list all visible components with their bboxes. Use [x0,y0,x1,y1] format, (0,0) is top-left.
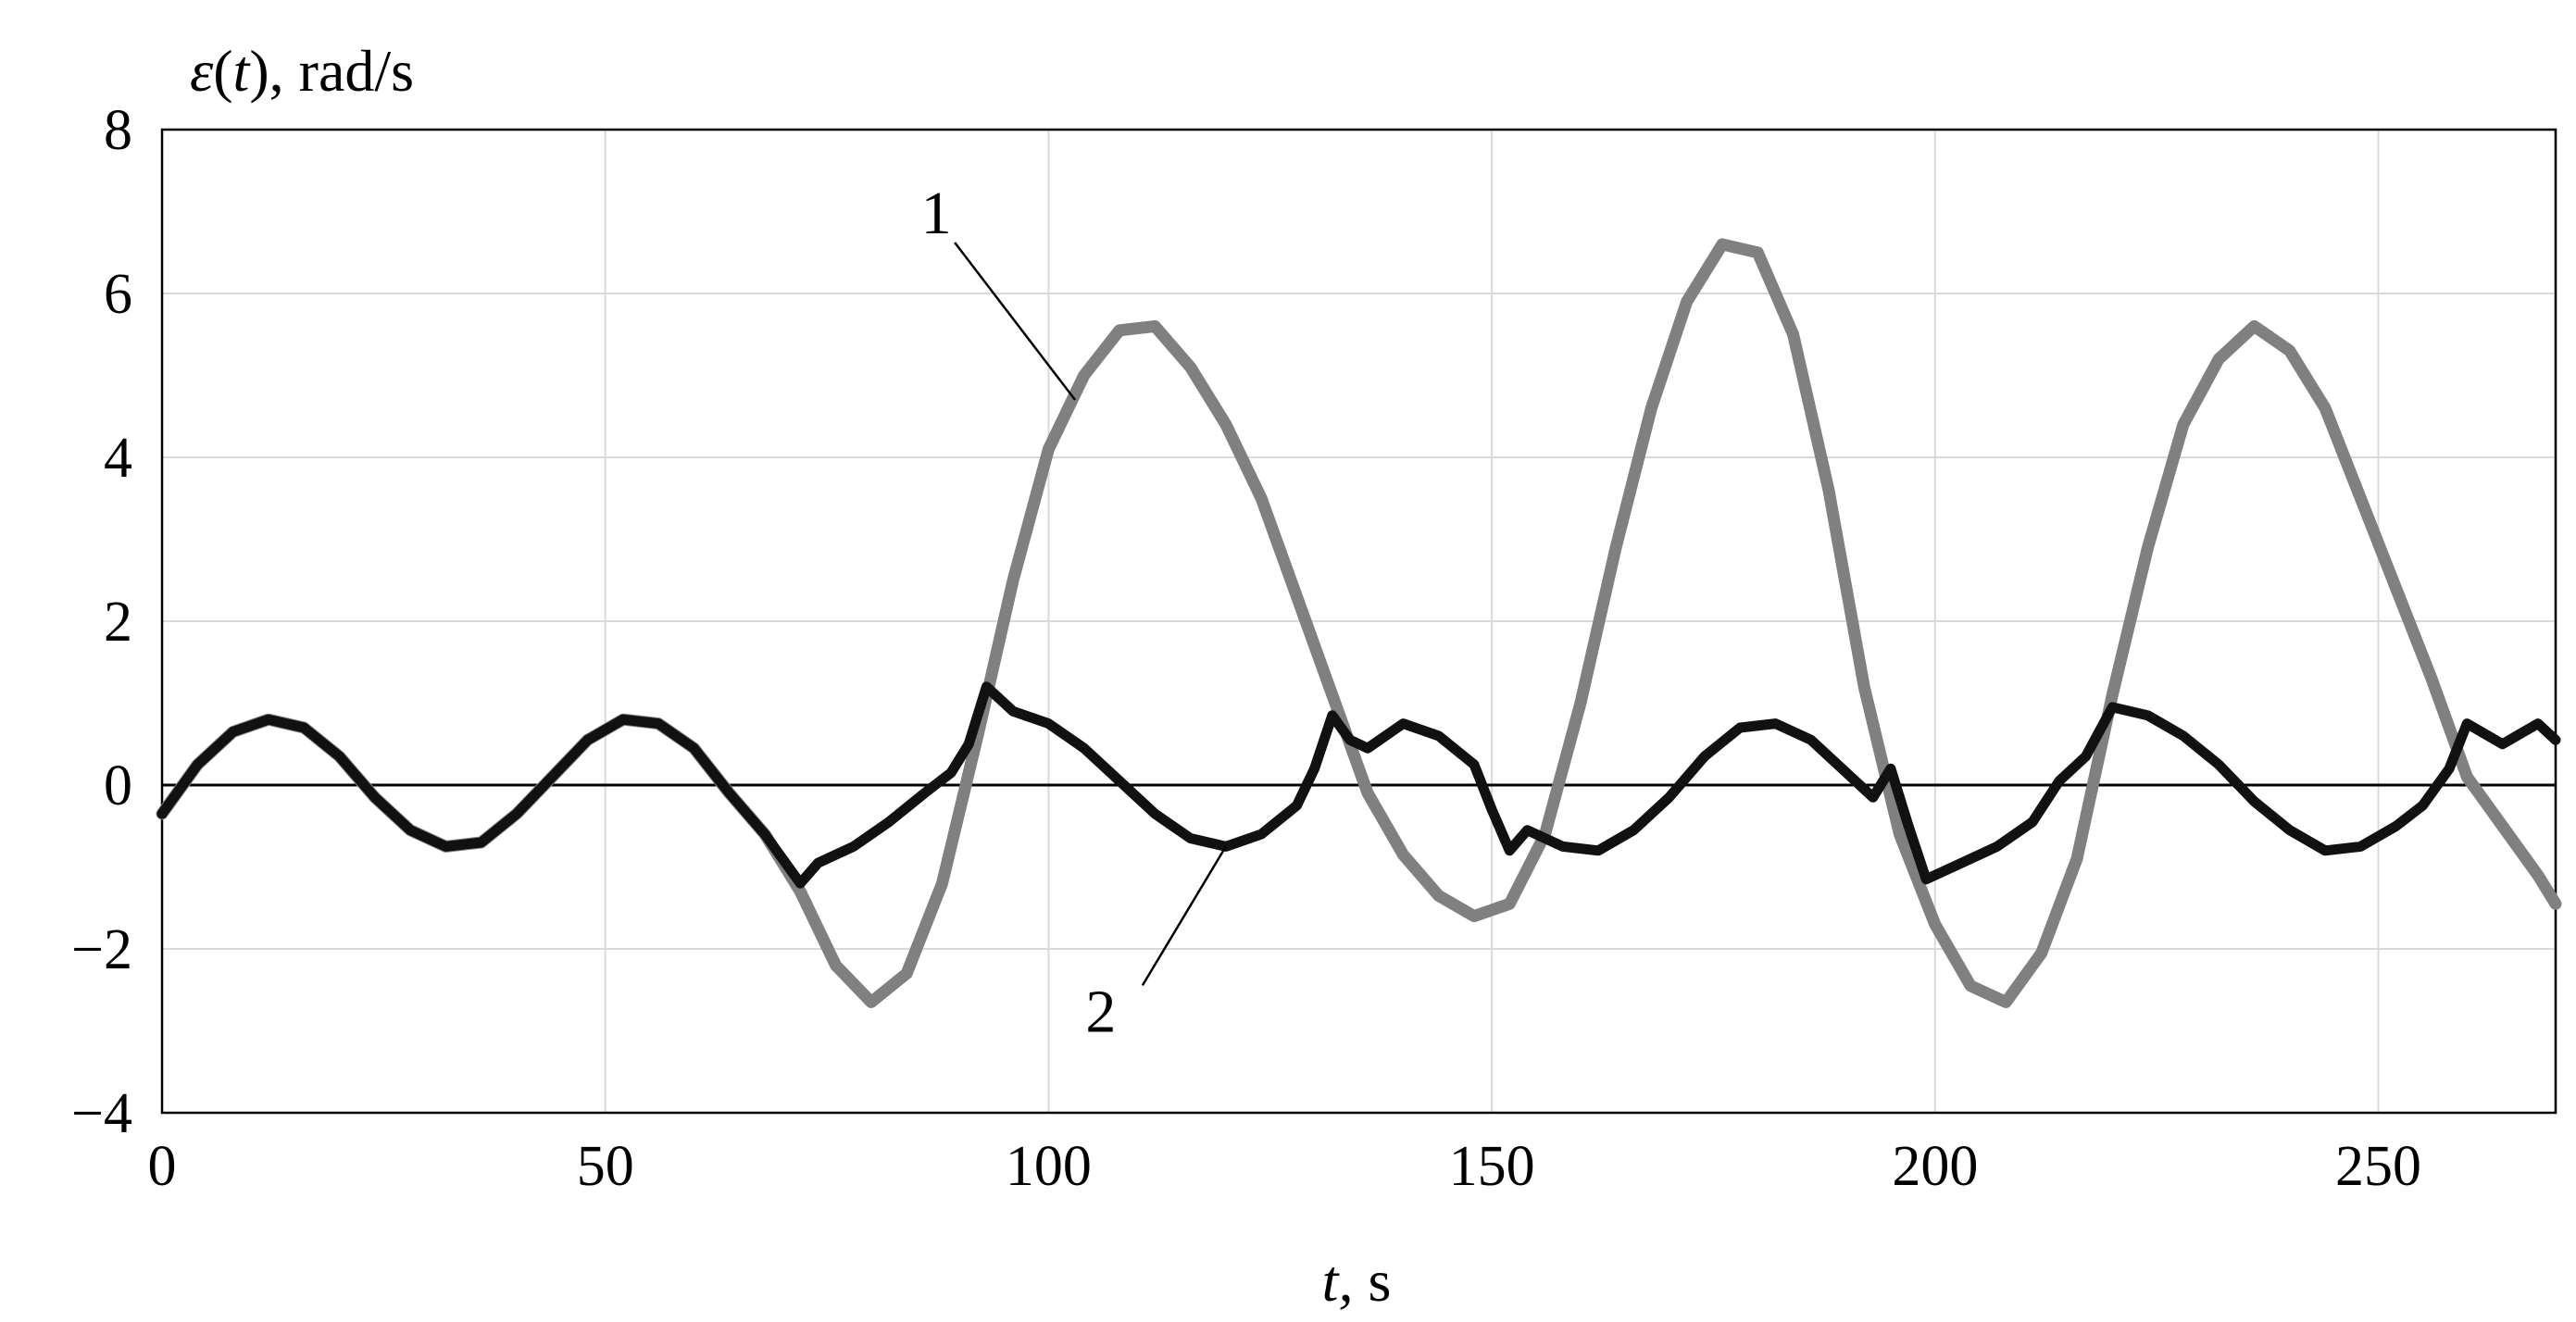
x-tick-label: 150 [1449,1135,1535,1198]
x-axis-unit: s [1353,1248,1391,1314]
x-tick-label: 0 [148,1135,177,1198]
y-tick-label: 4 [104,427,132,490]
y-axis-title: ε(t), rad/s [190,38,414,104]
grid [161,129,2556,1114]
y-tick-label: 2 [104,591,132,654]
y-axis-unit: ), rad/s [249,38,414,104]
series-group [156,238,2562,1008]
series-2-callout-label: 2 [1085,978,1116,1045]
series-2-line [156,681,2561,889]
annotations: 12 [921,180,1227,1045]
x-tick-label: 250 [2335,1135,2421,1198]
series-1-leader-line [954,242,1077,401]
x-tick-label: 200 [1892,1135,1978,1198]
y-tick-label: −2 [71,918,132,981]
x-tick-label: 50 [577,1135,634,1198]
y-axis-open-paren: ( [213,38,232,104]
series-1-callout-label: 1 [921,180,952,247]
tick-labels: 0 50 100 150 200 250 −4 −2 0 2 4 6 8 [71,99,2421,1198]
y-tick-label: 8 [104,99,132,162]
series-1-line [156,238,2562,1008]
y-axis-symbol: ε [190,38,214,104]
y-axis-variable: t [233,38,252,104]
plot-frame [160,128,2557,1115]
y-tick-label: −4 [71,1082,132,1145]
y-tick-label: 6 [104,263,132,326]
x-axis-variable: t, [1322,1248,1354,1314]
series-2-leader-line [1141,845,1227,987]
x-tick-label: 100 [1006,1135,1092,1198]
x-axis-title: t, s [1322,1248,1392,1314]
y-tick-label: 0 [104,755,132,817]
